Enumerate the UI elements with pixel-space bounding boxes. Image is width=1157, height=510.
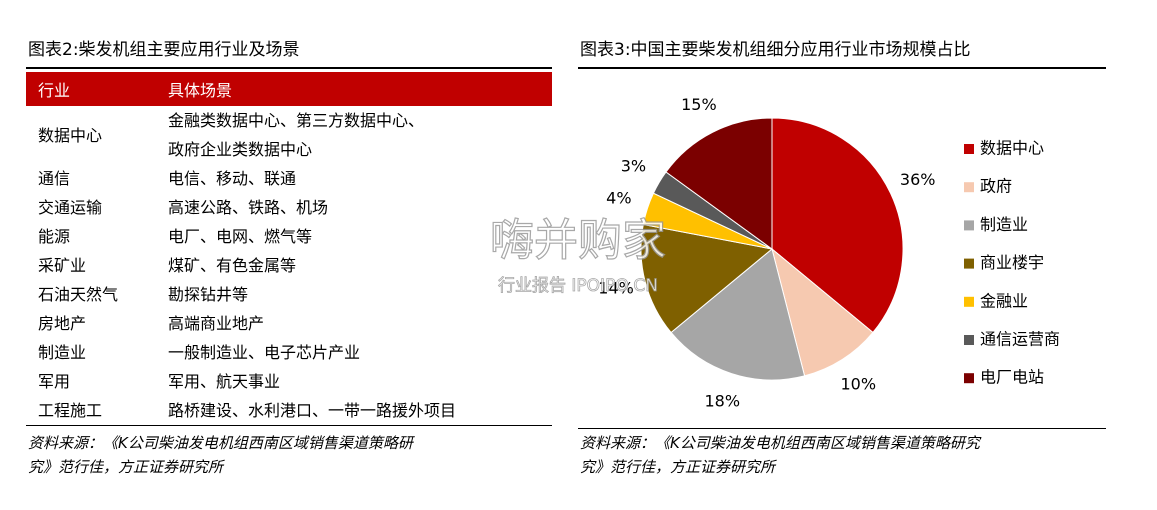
legend-swatch: [964, 373, 974, 384]
table-row: 能源 电厂、电网、燃气等: [26, 222, 552, 251]
scene-line: 勘探钻井等: [168, 285, 249, 304]
industry-cell: 采矿业: [38, 256, 87, 275]
pie-slice: [771, 117, 904, 334]
source-line: 资料来源：《K公司柴油发电机组西南区域销售渠道策略研究: [580, 434, 980, 452]
scene-line: 政府企业类数据中心: [168, 140, 313, 159]
scene-line: 高速公路、铁路、机场: [168, 198, 329, 217]
industry-cell: 房地产: [38, 314, 87, 333]
source-line: 究》范行佳，方正证券研究所: [580, 458, 776, 476]
value-label: 36%: [900, 170, 936, 189]
value-label: 4%: [606, 189, 631, 208]
value-label: 18%: [704, 392, 740, 411]
legend-label: 金融业: [980, 291, 1028, 310]
watermark: 行业报告 IPOIPO.CN: [498, 276, 658, 296]
scene-cell: 勘探钻井等: [156, 280, 552, 309]
scene-line: 军用、航天事业: [168, 372, 281, 391]
scene-line: 一般制造业、电子芯片产业: [168, 343, 361, 362]
industry-cell: 工程施工: [38, 401, 103, 420]
scene-cell: 路桥建设、水利港口、一带一路援外项目: [156, 396, 552, 425]
table-title: 图表2:柴发机组主要应用行业及场景: [28, 40, 300, 60]
legend-swatch: [964, 220, 974, 231]
legend-label: 电厂电站: [980, 368, 1044, 387]
scene-cell: 电厂、电网、燃气等: [156, 222, 552, 251]
scene-cell: 高速公路、铁路、机场: [156, 193, 552, 222]
chart-title: 图表3:中国主要柴发机组细分应用行业市场规模占比: [580, 40, 971, 60]
header-cell: 行业: [26, 72, 156, 106]
industry-cell: 石油天然气: [38, 285, 119, 304]
pie-slice: [665, 117, 773, 250]
table-row: 制造业 一般制造业、电子芯片产业: [26, 338, 552, 367]
legend-label: 通信运营商: [980, 330, 1060, 349]
scene-line: 路桥建设、水利港口、一带一路援外项目: [168, 401, 457, 420]
legend-swatch: [964, 296, 974, 307]
rule: [578, 67, 1106, 69]
source: 资料来源：《K公司柴油发电机组西南区域销售渠道策略研究 究》范行佳，方正证券研究所: [580, 431, 980, 479]
table-row: 房地产 高端商业地产: [26, 309, 552, 338]
scene-cell: 金融类数据中心、第三方数据中心、 政府企业类数据中心: [156, 106, 552, 164]
pie-slice: [640, 223, 774, 334]
table-row: 石油天然气 勘探钻井等: [26, 280, 552, 309]
value-label: 3%: [621, 157, 646, 176]
scene-cell: 高端商业地产: [156, 309, 552, 338]
scene-line: 电厂、电网、燃气等: [168, 227, 313, 246]
industry-cell: 能源: [38, 227, 71, 246]
scene-cell: 煤矿、有色金属等: [156, 251, 552, 280]
legend-swatch: [964, 258, 974, 269]
value-label: 14%: [598, 279, 634, 298]
legend-label: 数据中心: [980, 139, 1044, 158]
legend-swatch: [964, 144, 974, 154]
table-row: 数据中心 金融类数据中心、第三方数据中心、 政府企业类数据中心: [26, 106, 552, 164]
industry-cell: 通信: [38, 169, 71, 188]
value-label: 10%: [840, 374, 876, 393]
legend-label: 制造业: [980, 215, 1028, 234]
source: 资料来源：《K公司柴油发电机组西南区域销售渠道策略研 究》范行佳，方正证券研究所: [28, 431, 413, 479]
source-line: 资料来源：《K公司柴油发电机组西南区域销售渠道策略研: [28, 434, 413, 452]
rule: [578, 428, 1106, 429]
header-cell: 具体场景: [156, 72, 552, 106]
value-label: 15%: [681, 95, 717, 114]
legend-label: 商业楼宇: [980, 253, 1044, 272]
pie-slice: [670, 248, 806, 381]
industry-cell: 制造业: [38, 343, 87, 362]
industry-cell: 数据中心: [38, 125, 103, 145]
table-row: 采矿业 煤矿、有色金属等: [26, 251, 552, 280]
table-row: 交通运输 高速公路、铁路、机场: [26, 193, 552, 222]
legend-swatch: [964, 182, 974, 193]
scene-line: 电信、移动、联通: [168, 169, 297, 188]
legend-swatch: [964, 335, 974, 345]
watermark: 嗨并购家: [490, 215, 666, 266]
rule: [26, 67, 552, 69]
legend-label: 政府: [980, 177, 1012, 196]
table-row: 工程施工 路桥建设、水利港口、一带一路援外项目: [26, 396, 552, 425]
scene-cell: 一般制造业、电子芯片产业: [156, 338, 552, 367]
table-row: 通信 电信、移动、联通: [26, 164, 552, 193]
scene-cell: 军用、航天事业: [156, 367, 552, 396]
scene-line: 金融类数据中心、第三方数据中心、: [168, 111, 425, 130]
rule: [26, 425, 552, 426]
industry-cell: 交通运输: [38, 198, 103, 217]
scene-cell: 电信、移动、联通: [156, 164, 552, 193]
scene-line: 高端商业地产: [168, 314, 265, 333]
source-line: 究》范行佳，方正证券研究所: [28, 458, 224, 476]
table: 行业 具体场景 数据中心 金融类数据中心、第三方数据中心、 政府企业类数据中心 通信电…: [26, 72, 552, 425]
industry-cell: 军用: [38, 372, 71, 391]
table-row: 军用 军用、航天事业: [26, 367, 552, 396]
pie-slice: [771, 247, 874, 377]
scene-line: 煤矿、有色金属等: [168, 256, 297, 275]
